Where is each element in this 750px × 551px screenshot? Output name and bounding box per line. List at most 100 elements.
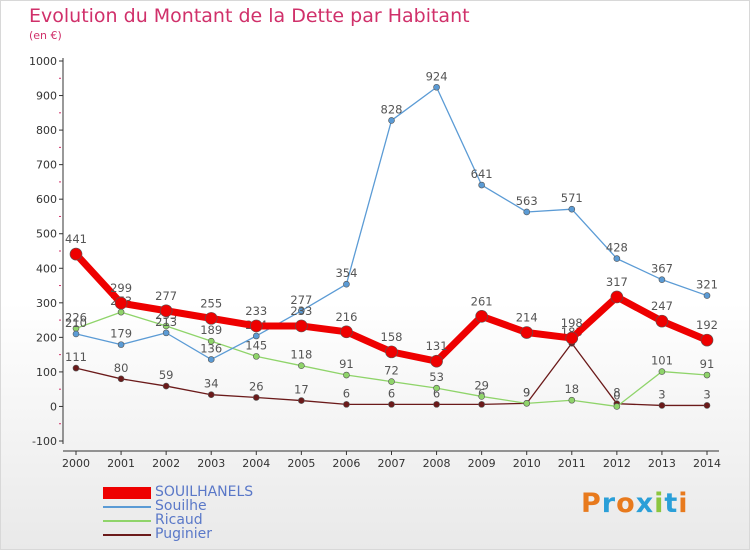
data-point-ricaud (252, 353, 260, 360)
legend-label-ricaud: Ricaud (155, 512, 203, 528)
chart-title: Evolution du Montant de la Dette par Hab… (29, 5, 470, 27)
data-label-puginier: 3 (703, 387, 710, 401)
legend-label-puginier: Puginier (155, 526, 212, 542)
data-point-souilhe (703, 292, 711, 299)
data-label-souilhanels: 214 (516, 311, 538, 325)
data-label-souilhanels: 261 (471, 294, 493, 308)
x-tick-label: 2005 (287, 457, 315, 470)
x-tick-label: 2009 (468, 457, 496, 470)
y-tick-label: 200 (36, 331, 57, 344)
data-point-souilhanels (475, 309, 488, 323)
legend-label-souilhanels: SOUILHANELS (155, 484, 254, 500)
data-label-souilhe: 321 (696, 278, 718, 292)
data-point-souilhe (207, 356, 215, 363)
data-point-souilhanels (295, 319, 308, 333)
data-label-puginier: 111 (65, 350, 87, 364)
data-label-puginier: 3 (658, 387, 665, 401)
data-point-souilhe (343, 280, 350, 288)
data-point-ricaud (388, 378, 395, 385)
data-point-ricaud (162, 322, 170, 330)
logo-letter: x (635, 488, 655, 519)
data-label-souilhanels: 317 (606, 275, 628, 289)
data-point-souilhanels (385, 345, 398, 359)
logo-letter: t (664, 488, 679, 519)
data-point-souilhe (72, 330, 80, 338)
data-label-souilhanels: 131 (426, 339, 448, 353)
data-point-souilhanels (249, 319, 263, 333)
logo-letter: o (616, 488, 636, 519)
data-point-souilhe (658, 276, 666, 283)
data-label-souilhanels: 192 (696, 318, 718, 332)
data-label-puginier: 17 (294, 383, 309, 397)
y-tick-label: 300 (36, 297, 57, 310)
data-label-souilhanels: 299 (110, 281, 132, 295)
data-label-souilhe: 277 (290, 293, 312, 307)
data-label-puginier: 59 (159, 368, 174, 382)
data-point-puginier (117, 375, 125, 383)
data-point-souilhe (388, 117, 395, 124)
chart-subtitle: (en €) (29, 29, 62, 42)
x-tick-label: 2006 (332, 457, 360, 470)
data-label-puginier: 9 (523, 385, 530, 399)
x-tick-label: 2002 (152, 457, 180, 470)
data-point-ricaud (613, 403, 621, 410)
data-point-souilhe (568, 205, 576, 213)
data-label-souilhe: 924 (426, 69, 448, 83)
data-label-souilhe: 428 (606, 241, 628, 255)
data-label-ricaud: 72 (384, 364, 399, 378)
y-tick-label: 600 (36, 193, 57, 206)
data-label-souilhe: 179 (110, 327, 132, 341)
data-label-ricaud: 29 (474, 378, 489, 392)
data-point-ricaud (568, 396, 576, 404)
data-label-souilhe: 828 (381, 102, 403, 116)
data-label-souilhanels: 277 (155, 289, 177, 303)
data-point-souilhe (252, 332, 260, 340)
data-label-souilhanels: 255 (200, 296, 222, 310)
data-point-souilhe (117, 341, 125, 348)
data-label-puginier: 6 (343, 386, 350, 400)
data-label-souilhanels: 158 (381, 330, 403, 344)
x-tick-label: 2010 (513, 457, 541, 470)
data-label-ricaud: 91 (339, 357, 354, 371)
data-label-souilhanels: 233 (245, 304, 267, 318)
x-tick-label: 2014 (693, 457, 721, 470)
data-label-souilhe: 354 (335, 266, 357, 280)
data-label-puginier: 6 (388, 386, 395, 400)
data-label-souilhe: 641 (471, 167, 493, 181)
data-point-ricaud (343, 371, 350, 379)
x-tick-label: 2003 (197, 457, 225, 470)
data-point-puginier (298, 397, 305, 404)
data-label-puginier: 80 (114, 361, 129, 375)
logo-letter: r (601, 488, 617, 519)
data-label-souilhe: 213 (155, 315, 177, 329)
data-point-souilhanels (565, 331, 579, 345)
legend-label-souilhe: Souilhe (155, 498, 207, 514)
y-tick-label: -100 (32, 435, 57, 448)
logo-letter: i (654, 488, 665, 519)
data-point-puginier (162, 382, 170, 390)
y-tick-label: 900 (36, 90, 57, 103)
legend-swatch-souilhanels (103, 487, 151, 499)
data-label-souilhe: 210 (65, 316, 87, 330)
data-point-ricaud (117, 308, 125, 316)
data-point-souilhanels (610, 290, 624, 304)
data-point-ricaud (703, 371, 711, 379)
x-tick-label: 2000 (62, 457, 90, 470)
data-label-ricaud: 101 (651, 354, 673, 368)
y-tick-label: 100 (36, 366, 57, 379)
y-tick-label: 1000 (29, 55, 57, 68)
data-point-souilhe (523, 208, 531, 216)
data-point-puginier (343, 401, 350, 408)
data-point-souilhanels (69, 247, 83, 261)
data-label-souilhanels: 233 (290, 304, 312, 318)
logo-letter: i (678, 488, 689, 519)
y-tick-label: 800 (36, 124, 57, 137)
data-label-puginier: 34 (204, 377, 219, 391)
data-point-ricaud (658, 368, 666, 375)
data-point-souilhe (298, 307, 305, 315)
x-tick-label: 2008 (423, 457, 451, 470)
data-point-ricaud (523, 400, 531, 407)
data-label-ricaud: 53 (429, 370, 444, 384)
